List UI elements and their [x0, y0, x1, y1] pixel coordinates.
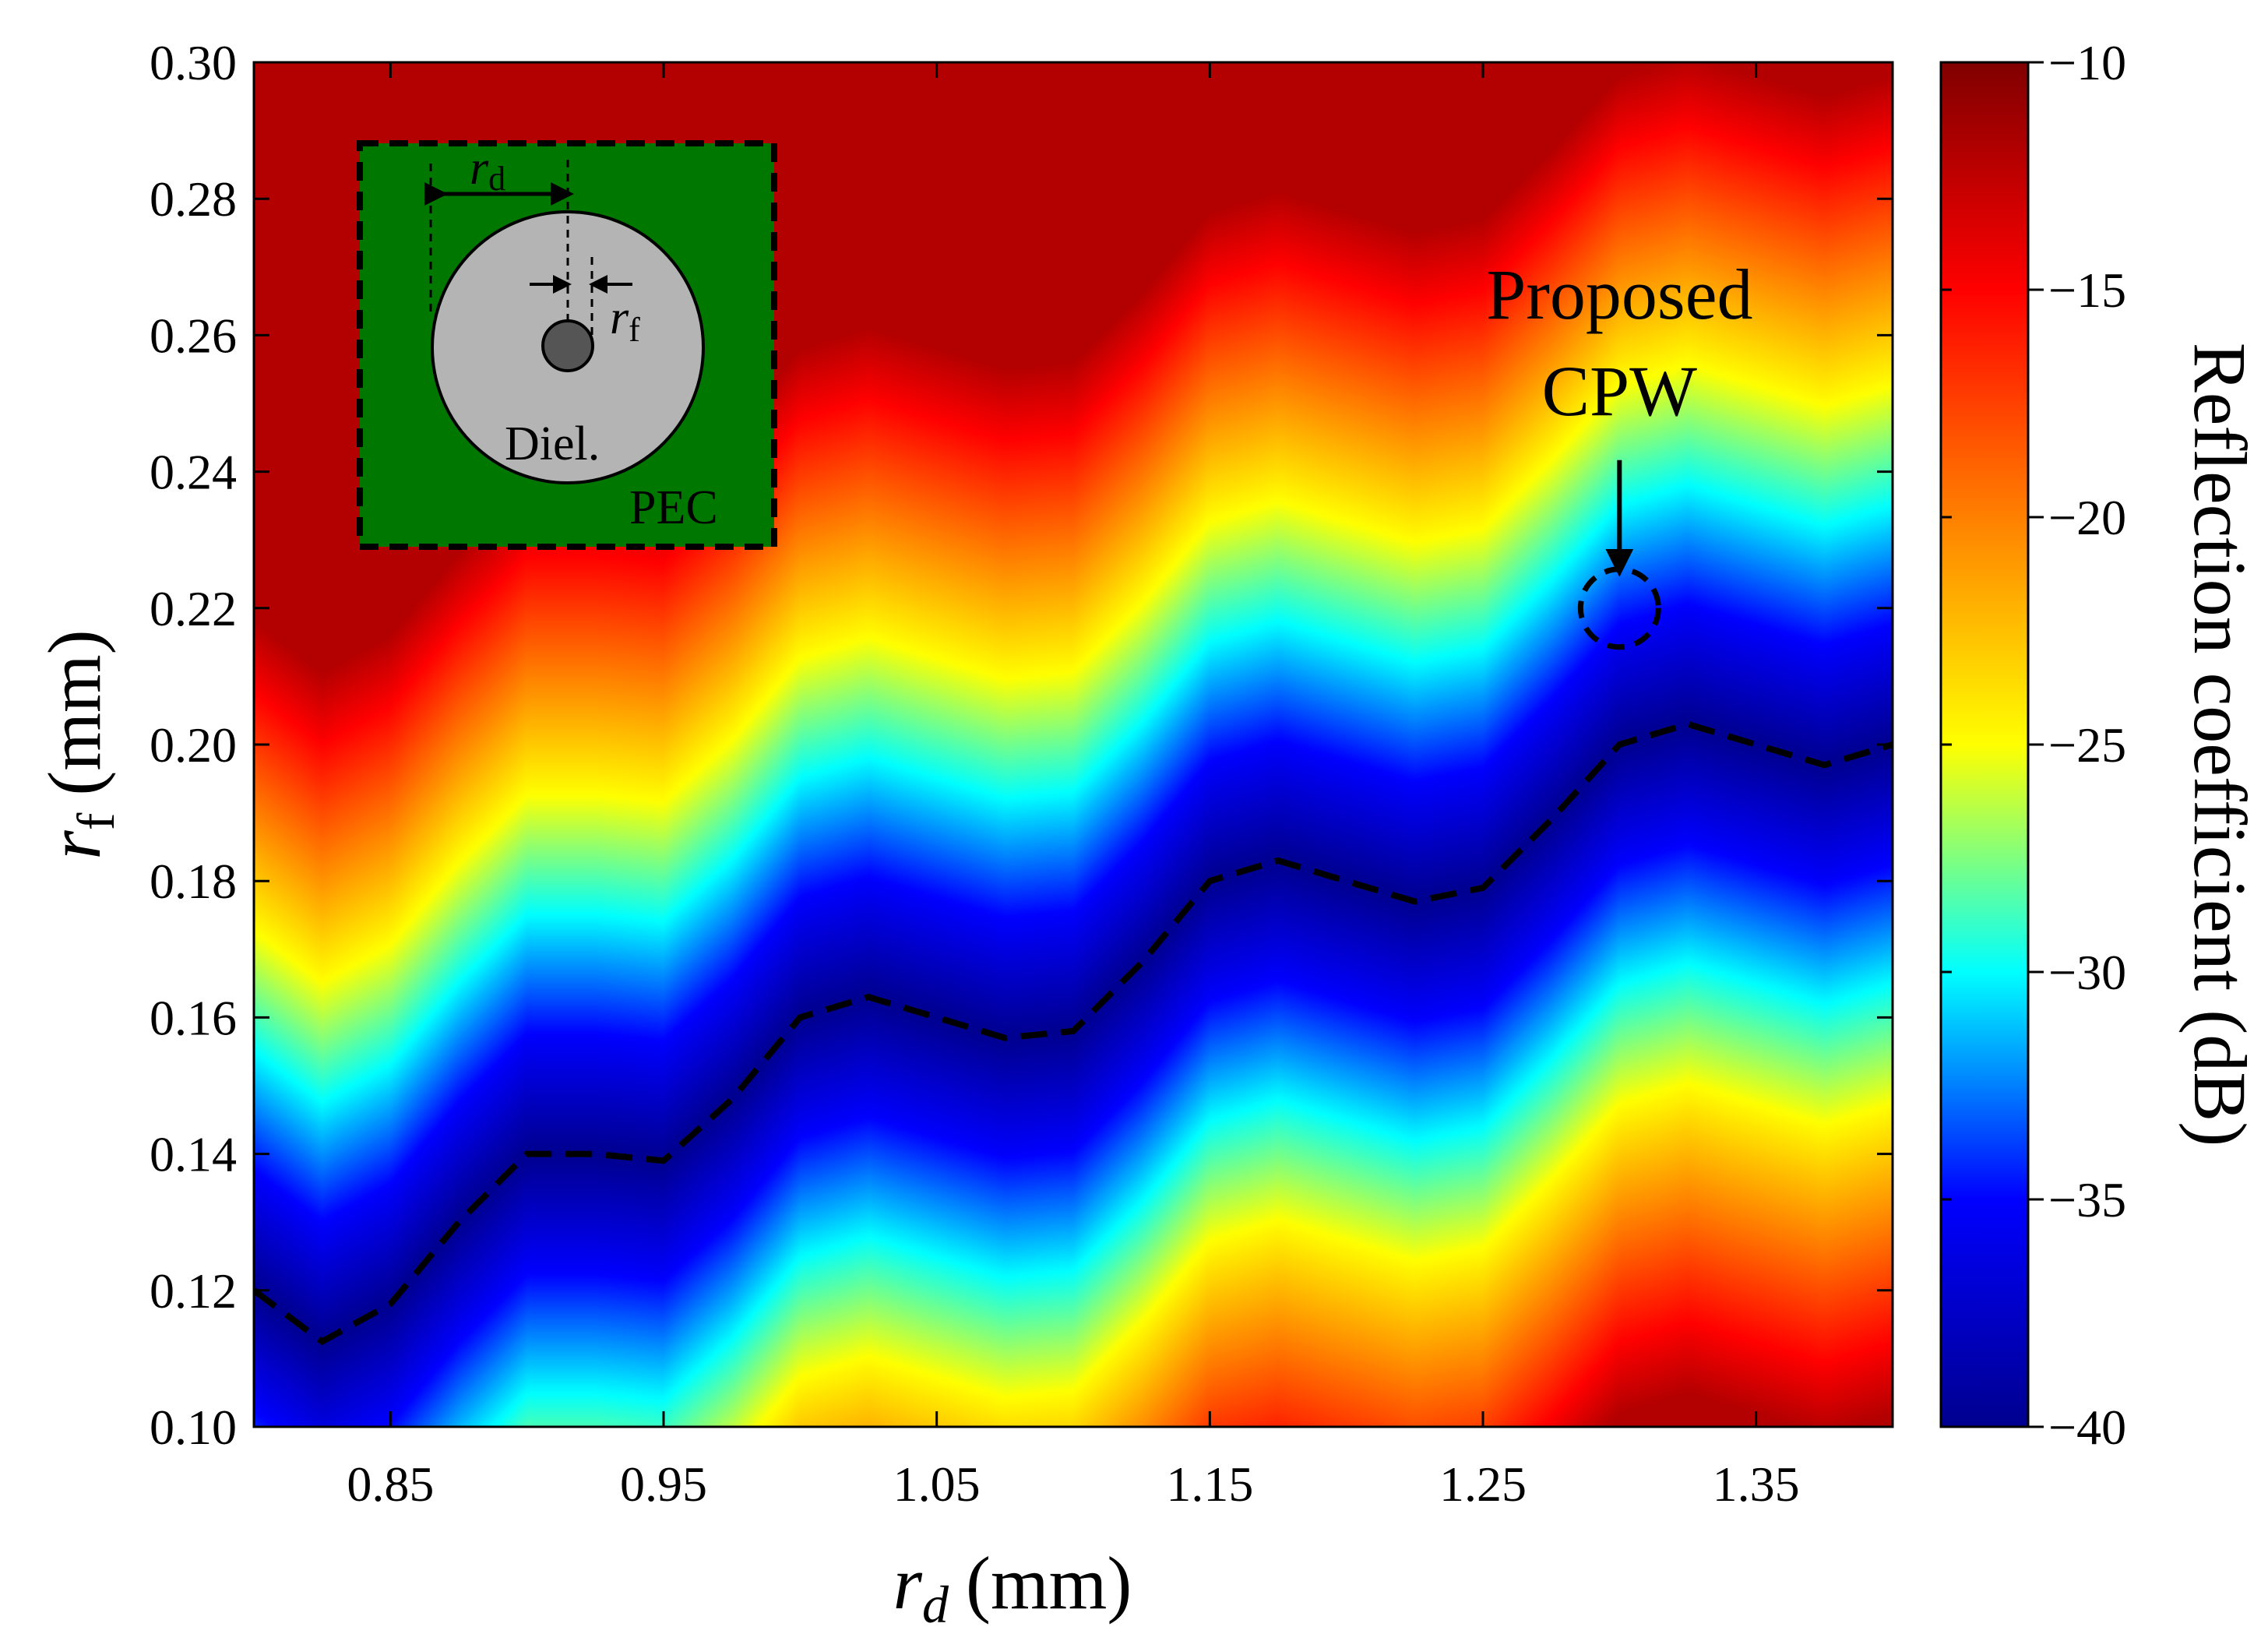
colorbar-label: Reflection coefficient (dB) [2178, 343, 2262, 1146]
x-axis-ticks: 0.85 0.95 1.05 1.15 1.25 1.35 [347, 62, 1800, 1512]
colorbar-tick-label: −25 [2048, 717, 2126, 773]
inset-label-rf: rf [610, 291, 640, 349]
y-tick-label: 0.20 [150, 717, 237, 773]
colorbar-tick-label: −15 [2048, 262, 2126, 318]
x-tick-label: 1.35 [1713, 1456, 1800, 1512]
x-tick-label: 1.15 [1166, 1456, 1253, 1512]
y-axis-ticks: 0.10 0.12 0.14 0.16 0.18 0.20 0.22 0.24 0.26 0.28… [150, 35, 1893, 1455]
x-tick-label: 1.05 [893, 1456, 981, 1512]
y-axis-label: rf(mm) [33, 629, 125, 859]
inset-inner-conductor [541, 319, 594, 372]
x-tick-label: 0.95 [620, 1456, 707, 1512]
y-tick-label: 0.12 [150, 1263, 237, 1319]
y-tick-label: 0.22 [150, 581, 237, 636]
colorbar-tick-label: −35 [2048, 1172, 2126, 1227]
x-axis-label: rd (mm) [893, 1541, 1132, 1634]
y-tick-label: 0.28 [150, 171, 237, 227]
colorbar-tick-label: −20 [2048, 490, 2126, 545]
y-tick-label: 0.10 [150, 1400, 237, 1455]
y-tick-label: 0.26 [150, 308, 237, 363]
colorbar-tick-label: −40 [2048, 1400, 2126, 1455]
y-tick-label: 0.14 [150, 1127, 237, 1182]
minimum-reflection-path [254, 720, 1893, 1346]
y-tick-label: 0.18 [150, 854, 237, 909]
colorbar-ticks: −10 −15 −20 −25 −30 −35 −40 [1941, 35, 2126, 1455]
inset-label-dielectric: Diel. [505, 417, 600, 470]
y-tick-label: 0.16 [150, 990, 237, 1045]
coax-inset: rd rf Diel. PEC [357, 140, 777, 550]
x-tick-label: 1.25 [1439, 1456, 1527, 1512]
colorbar-tick-label: −30 [2048, 945, 2126, 1000]
annotation-cpw: CPW [1542, 351, 1698, 431]
y-tick-label: 0.30 [150, 35, 237, 90]
colorbar [1939, 61, 2030, 1428]
y-tick-label: 0.24 [150, 445, 237, 500]
x-tick-label: 0.85 [347, 1456, 434, 1512]
inset-label-pec: PEC [629, 481, 718, 534]
annotation-proposed: Proposed [1486, 255, 1752, 334]
colorbar-tick-label: −10 [2048, 35, 2126, 90]
inset-label-rd: rd [470, 142, 505, 198]
